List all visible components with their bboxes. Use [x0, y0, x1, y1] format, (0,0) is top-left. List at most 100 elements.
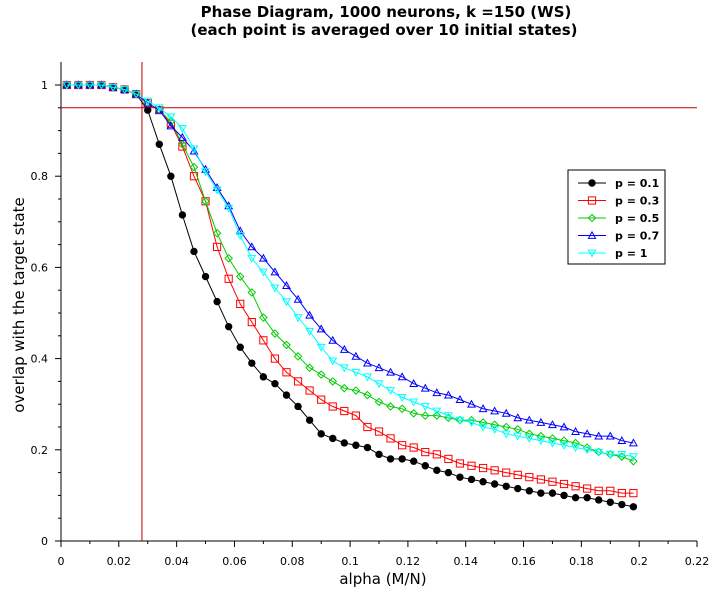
data-point [294, 402, 302, 411]
data-point [189, 145, 199, 154]
data-point [420, 383, 430, 392]
legend-swatch-marker [588, 179, 596, 187]
data-point [617, 452, 627, 461]
y-tick-label: 0.2 [31, 444, 49, 457]
data-point [536, 417, 546, 426]
data-point [305, 310, 315, 319]
data-point [363, 443, 372, 452]
data-point [270, 284, 280, 293]
data-point [513, 432, 523, 441]
data-point [189, 146, 199, 155]
data-point [582, 429, 592, 438]
data-point [467, 475, 476, 484]
data-point [305, 386, 314, 395]
data-point [490, 425, 500, 434]
data-point [259, 373, 268, 381]
data-point [501, 430, 511, 439]
data-point [525, 487, 534, 495]
data-point [339, 344, 349, 353]
data-point [85, 81, 95, 90]
data-point [259, 336, 268, 345]
data-point [293, 314, 303, 323]
data-point [559, 422, 569, 431]
data-point [617, 489, 626, 498]
data-point [443, 412, 453, 421]
data-point [524, 415, 534, 424]
data-point [270, 354, 280, 363]
legend-swatch-marker [587, 196, 597, 205]
x-tick-label: 0 [58, 555, 65, 568]
data-point [351, 351, 361, 360]
data-point [293, 294, 303, 303]
data-point [537, 489, 545, 497]
data-point [258, 268, 268, 277]
x-tick-label: 0.14 [453, 555, 478, 568]
data-point [270, 267, 280, 276]
data-point [433, 466, 441, 475]
data-point [386, 387, 396, 396]
data-point [143, 98, 153, 107]
data-point [386, 402, 395, 411]
y-tick-label: 0.8 [31, 170, 49, 183]
data-point [97, 81, 106, 90]
data-point [606, 486, 615, 495]
data-point [362, 358, 372, 367]
series-4 [62, 80, 638, 447]
legend-label: p = 0.3 [615, 195, 659, 208]
data-point [478, 423, 488, 432]
data-point [513, 470, 522, 479]
data-point [386, 367, 396, 376]
data-point [455, 416, 465, 425]
data-point [594, 431, 604, 440]
data-point [131, 90, 141, 99]
data-point [479, 478, 487, 486]
data-point [409, 409, 418, 418]
series-2 [62, 80, 638, 498]
data-point [605, 450, 615, 459]
x-tick-label: 0.1 [341, 555, 359, 568]
data-point [571, 438, 580, 448]
data-point [501, 408, 511, 417]
data-point [167, 172, 175, 180]
data-point [317, 430, 325, 438]
data-point [421, 447, 430, 457]
data-point [236, 299, 245, 308]
data-point [490, 466, 499, 475]
data-point [248, 359, 256, 367]
data-point [224, 274, 233, 283]
data-point [108, 83, 118, 92]
data-point [351, 368, 361, 377]
data-point [386, 455, 395, 463]
data-point [409, 379, 419, 388]
data-point [490, 480, 499, 488]
data-point [432, 407, 442, 416]
data-point [316, 370, 326, 379]
data-point [386, 434, 395, 443]
data-point [432, 411, 442, 420]
plot-area: 0 0.02 0.04 0.06 0.08 0.1 0.12 0.14 0.16 0.18 0.2 0… [31, 62, 709, 568]
data-point [443, 390, 453, 399]
data-point [559, 479, 569, 489]
data-point [409, 443, 418, 452]
legend-box [567, 169, 666, 265]
y-tick-label: 1 [41, 79, 48, 92]
data-point [120, 86, 130, 95]
data-point [328, 335, 338, 344]
data-point [144, 106, 152, 114]
data-point [293, 352, 303, 361]
data-point [467, 415, 476, 425]
legend-swatch-marker [587, 213, 597, 223]
data-point [329, 434, 337, 443]
data-point [340, 383, 349, 393]
data-point [502, 468, 511, 477]
series-line [66, 84, 634, 494]
legend: p = 0.1 p = 0.3 p = 0.5 p = 0.7 p = 1 [567, 169, 666, 265]
data-point [548, 489, 557, 497]
data-point [478, 463, 488, 473]
data-point [363, 390, 372, 400]
data-point [235, 232, 245, 241]
data-point [213, 297, 221, 306]
data-point [270, 329, 280, 338]
data-point [617, 450, 627, 459]
data-point [317, 395, 326, 404]
